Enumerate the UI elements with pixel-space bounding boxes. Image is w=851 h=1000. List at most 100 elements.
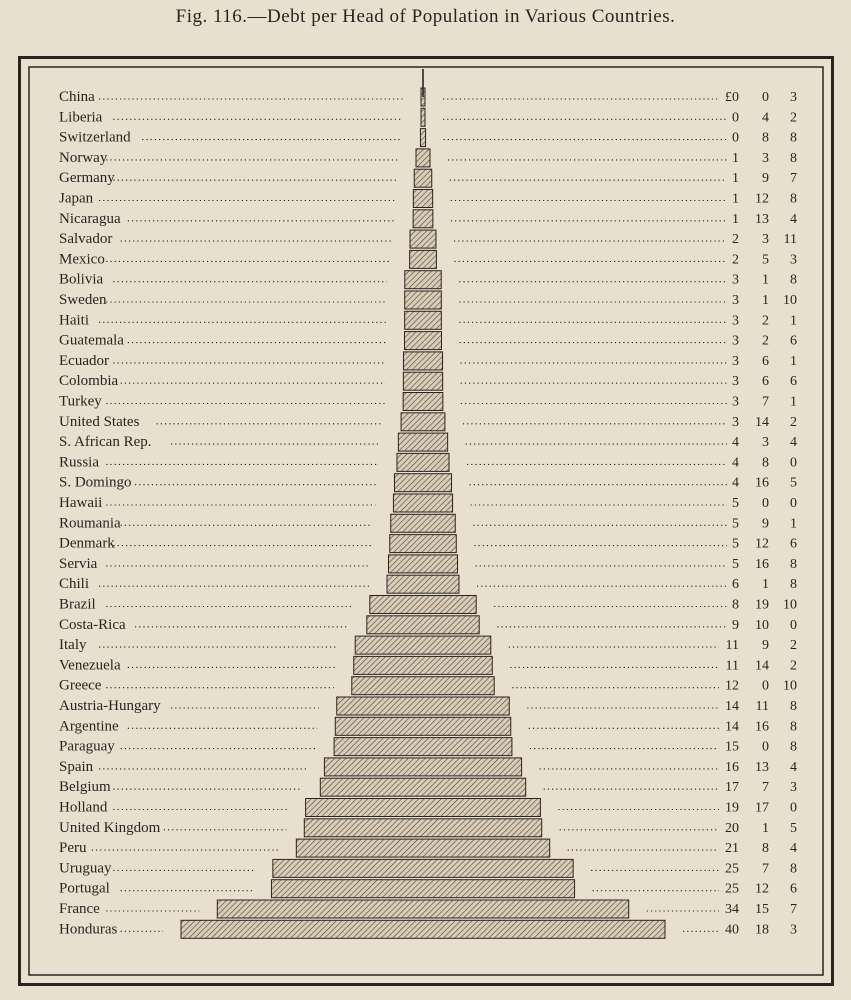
- bar: [303, 818, 543, 838]
- value-pence: 7: [790, 171, 797, 186]
- country-label: Turkey: [59, 394, 102, 410]
- value-pounds: 0: [732, 110, 739, 125]
- value-pounds: 3: [732, 293, 739, 308]
- value-pence: 5: [790, 476, 797, 491]
- value-shillings: 13: [755, 760, 769, 775]
- bar: [415, 148, 431, 168]
- bar: [402, 392, 444, 411]
- value-pence: 8: [790, 740, 797, 755]
- value-pence: 8: [790, 192, 797, 207]
- bar: [353, 655, 493, 675]
- value-pounds: 0: [732, 131, 739, 146]
- value-pounds: 3: [732, 395, 739, 410]
- value-shillings: 18: [755, 922, 769, 937]
- value-shillings: 0: [762, 740, 769, 755]
- value-pounds: 34: [725, 902, 739, 917]
- bar: [333, 737, 513, 757]
- value-pounds: 4: [732, 435, 739, 450]
- value-pounds: 4: [732, 455, 739, 470]
- value-pence: 6: [790, 882, 797, 897]
- country-label: Holland: [59, 800, 108, 816]
- value-pence: 4: [790, 841, 797, 856]
- value-pounds: 3: [732, 415, 739, 430]
- value-pounds: 2: [732, 252, 739, 267]
- value-shillings: 16: [755, 719, 769, 734]
- bar: [419, 128, 427, 148]
- bar: [420, 107, 426, 127]
- value-pounds: 25: [725, 861, 739, 876]
- country-label: Salvador: [59, 231, 112, 247]
- value-pounds: 25: [725, 882, 739, 897]
- country-label: Greece: [59, 678, 102, 694]
- value-shillings: 6: [762, 374, 769, 389]
- bar: [180, 919, 666, 939]
- country-label: Ecuador: [59, 353, 109, 369]
- bar: [400, 412, 446, 432]
- country-label: S. African Rep.: [59, 434, 151, 450]
- value-pounds: 5: [732, 557, 739, 572]
- value-pence: 10: [783, 598, 797, 613]
- value-shillings: 13: [755, 212, 769, 227]
- value-shillings: 5: [762, 252, 769, 267]
- value-pence: 5: [790, 821, 797, 836]
- bar: [334, 716, 512, 736]
- bar: [387, 554, 459, 574]
- country-label: United States: [59, 414, 140, 430]
- country-label: Mexico: [59, 251, 105, 267]
- value-pence: 10: [783, 293, 797, 308]
- bar: [389, 534, 457, 554]
- country-label: Spain: [59, 759, 94, 775]
- value-pence: 8: [790, 151, 797, 166]
- value-pounds: 5: [732, 496, 739, 511]
- bar: [413, 168, 433, 188]
- bar: [272, 858, 574, 878]
- value-pounds: 20: [725, 821, 739, 836]
- bar: [404, 331, 442, 351]
- value-pounds: 1: [732, 192, 739, 207]
- value-shillings: 2: [762, 313, 769, 328]
- bar: [351, 676, 495, 696]
- country-label: Peru: [59, 840, 87, 856]
- value-pounds: 9: [732, 618, 739, 633]
- value-shillings: 2: [762, 334, 769, 349]
- country-label: Japan: [59, 191, 94, 207]
- value-pounds: 12: [725, 679, 739, 694]
- country-label: France: [59, 901, 100, 917]
- country-label: Haiti: [59, 312, 89, 328]
- bar: [216, 899, 630, 919]
- bar: [305, 798, 541, 817]
- value-pence: 6: [790, 537, 797, 552]
- value-pounds: 5: [732, 516, 739, 531]
- value-pence: 8: [790, 577, 797, 592]
- country-label: Denmark: [59, 536, 115, 552]
- country-label: Sweden: [59, 292, 107, 308]
- country-label: Paraguay: [59, 739, 115, 755]
- country-label: S. Domingo: [59, 475, 132, 491]
- value-pence: 3: [790, 922, 797, 937]
- bar: [295, 838, 551, 858]
- bar: [392, 493, 454, 513]
- bar: [386, 574, 460, 594]
- value-pence: 8: [790, 557, 797, 572]
- bar: [323, 757, 523, 777]
- value-shillings: 11: [756, 699, 769, 714]
- country-label: Brazil: [59, 597, 96, 613]
- value-shillings: 12: [755, 192, 769, 207]
- value-pence: 6: [790, 374, 797, 389]
- value-pounds: 14: [725, 719, 739, 734]
- value-pence: 3: [790, 90, 797, 105]
- country-label: Hawaii: [59, 495, 102, 511]
- value-shillings: 9: [762, 516, 769, 531]
- value-pence: 2: [790, 110, 797, 125]
- value-shillings: 1: [762, 273, 769, 288]
- bar: [409, 249, 437, 269]
- bar: [319, 777, 527, 797]
- country-label: China: [59, 89, 95, 105]
- country-label: Venezuela: [59, 657, 121, 673]
- country-label: United Kingdom: [59, 820, 161, 836]
- country-label: Switzerland: [59, 130, 131, 146]
- value-pence: 11: [784, 232, 797, 247]
- value-shillings: 7: [762, 780, 769, 795]
- value-pounds: 3: [732, 313, 739, 328]
- value-shillings: 6: [762, 354, 769, 369]
